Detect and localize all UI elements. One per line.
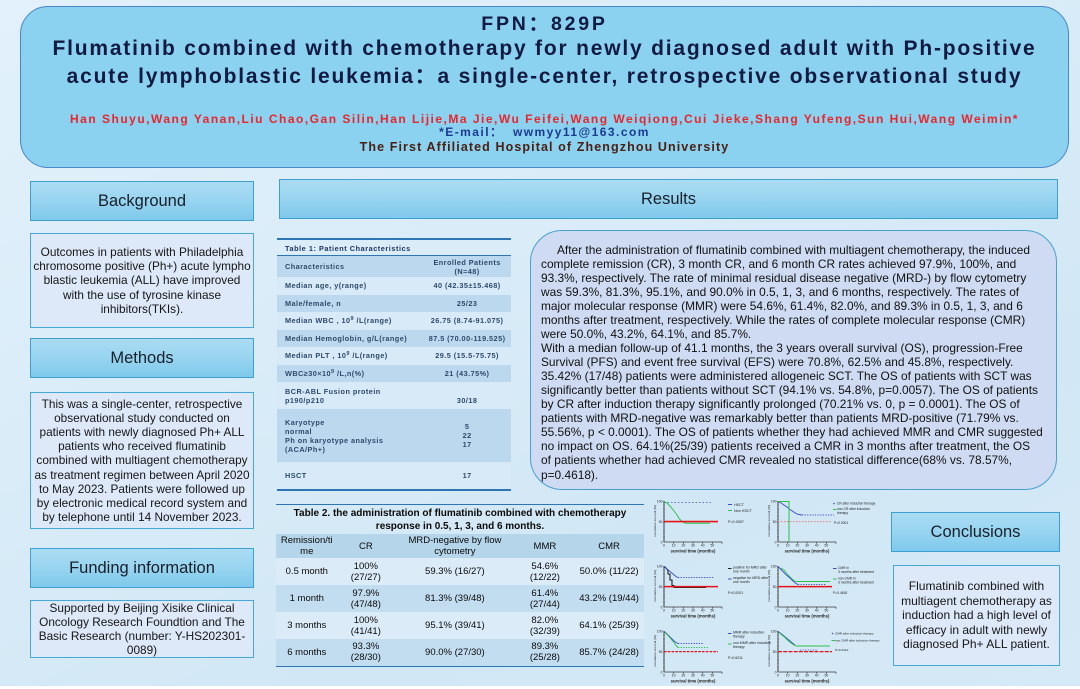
svg-text:0: 0 [777, 674, 779, 678]
svg-text:cumulative survival (%): cumulative survival (%) [653, 570, 657, 602]
svg-text:50: 50 [659, 650, 663, 654]
svg-text:survival time (months): survival time (months) [785, 679, 830, 684]
svg-text:50: 50 [825, 674, 829, 678]
svg-text:10: 10 [786, 609, 790, 613]
svg-text:CMR after induction therapy: CMR after induction therapy [835, 632, 874, 636]
svg-text:0: 0 [775, 606, 777, 610]
svg-text:0: 0 [661, 606, 663, 610]
svg-text:P=0.0057: P=0.0057 [728, 520, 744, 524]
svg-text:non MMR after induction: non MMR after induction [733, 641, 771, 645]
svg-text:0: 0 [777, 609, 779, 613]
svg-text:non-CMR in: non-CMR in [838, 576, 856, 580]
svg-text:40: 40 [815, 674, 819, 678]
svg-text:10: 10 [672, 674, 676, 678]
svg-text:100: 100 [771, 565, 777, 569]
svg-text:cumulative survival (%): cumulative survival (%) [653, 505, 657, 537]
svg-text:CR after induction therapy: CR after induction therapy [837, 502, 876, 506]
svg-text:therapy: therapy [733, 635, 745, 639]
svg-text:50: 50 [711, 544, 715, 548]
svg-text:cumulative survival (%): cumulative survival (%) [767, 570, 771, 602]
svg-text:3 months after treatment: 3 months after treatment [838, 580, 874, 584]
svg-text:non CMR after induction therap: non CMR after induction therapy [835, 639, 880, 643]
svg-text:30: 30 [691, 674, 695, 678]
svg-text:HSCT: HSCT [734, 503, 745, 507]
svg-text:survival time (months): survival time (months) [671, 549, 716, 554]
svg-text:survival time (months): survival time (months) [785, 614, 830, 619]
svg-text:0: 0 [663, 609, 665, 613]
svg-text:P=0.0001: P=0.0001 [834, 521, 848, 525]
svg-text:10: 10 [672, 544, 676, 548]
svg-text:one month: one month [733, 570, 750, 574]
svg-text:40: 40 [815, 544, 819, 548]
svg-text:50: 50 [659, 520, 663, 524]
svg-text:30: 30 [805, 609, 809, 613]
svg-text:50: 50 [773, 650, 777, 654]
svg-text:P=0.2412: P=0.2412 [835, 648, 849, 652]
svg-text:survival time (months): survival time (months) [785, 549, 830, 554]
svg-text:100: 100 [657, 565, 663, 569]
svg-text:20: 20 [682, 674, 686, 678]
svg-text:100: 100 [657, 500, 663, 504]
svg-text:survival time (months): survival time (months) [671, 679, 716, 684]
svg-text:survival time (months): survival time (months) [671, 614, 716, 619]
svg-text:50: 50 [825, 544, 829, 548]
svg-text:20: 20 [796, 674, 800, 678]
svg-text:10: 10 [786, 544, 790, 548]
svg-text:0: 0 [775, 541, 777, 545]
svg-text:100: 100 [657, 630, 663, 634]
svg-text:20: 20 [796, 609, 800, 613]
svg-text:50: 50 [773, 520, 777, 524]
svg-text:therapy: therapy [733, 645, 745, 649]
svg-text:30: 30 [691, 609, 695, 613]
svg-text:20: 20 [682, 544, 686, 548]
svg-text:50: 50 [773, 585, 777, 589]
svg-text:50: 50 [825, 609, 829, 613]
svg-text:3 months after treatment: 3 months after treatment [838, 570, 874, 574]
svg-text:30: 30 [805, 544, 809, 548]
svg-text:100: 100 [771, 500, 777, 504]
svg-text:0: 0 [663, 674, 665, 678]
svg-text:10: 10 [672, 609, 676, 613]
svg-text:CMR in: CMR in [838, 566, 849, 570]
svg-text:0: 0 [661, 671, 663, 675]
svg-text:negative for MRD after: negative for MRD after [733, 576, 769, 580]
svg-text:P=0.4618: P=0.4618 [833, 591, 847, 595]
svg-text:10: 10 [786, 674, 790, 678]
svg-text:0: 0 [661, 541, 663, 545]
svg-text:0: 0 [663, 544, 665, 548]
svg-text:50: 50 [711, 674, 715, 678]
svg-text:MMR after induction: MMR after induction [733, 631, 764, 635]
svg-text:non-CR after induction: non-CR after induction [837, 507, 870, 511]
svg-text:0: 0 [777, 544, 779, 548]
svg-text:50: 50 [659, 585, 663, 589]
svg-text:100: 100 [771, 630, 777, 634]
svg-text:therapy: therapy [837, 511, 848, 515]
svg-text:40: 40 [701, 609, 705, 613]
svg-text:30: 30 [691, 544, 695, 548]
svg-text:40: 40 [701, 674, 705, 678]
svg-text:20: 20 [682, 609, 686, 613]
svg-text:Non HSCT: Non HSCT [734, 509, 753, 513]
svg-text:positive for MRD after: positive for MRD after [733, 566, 768, 570]
svg-text:cumulative survival (%): cumulative survival (%) [767, 635, 771, 667]
svg-text:30: 30 [805, 674, 809, 678]
svg-text:one month: one month [733, 580, 750, 584]
svg-text:cumulative survival (%): cumulative survival (%) [653, 635, 657, 667]
svg-text:20: 20 [796, 544, 800, 548]
svg-text:40: 40 [815, 609, 819, 613]
svg-text:cumulative survival (%): cumulative survival (%) [767, 505, 771, 537]
svg-text:P<0.0001: P<0.0001 [728, 591, 743, 595]
svg-text:40: 40 [701, 544, 705, 548]
svg-text:P=0.6011: P=0.6011 [728, 656, 743, 660]
svg-text:50: 50 [711, 609, 715, 613]
svg-text:0: 0 [775, 671, 777, 675]
